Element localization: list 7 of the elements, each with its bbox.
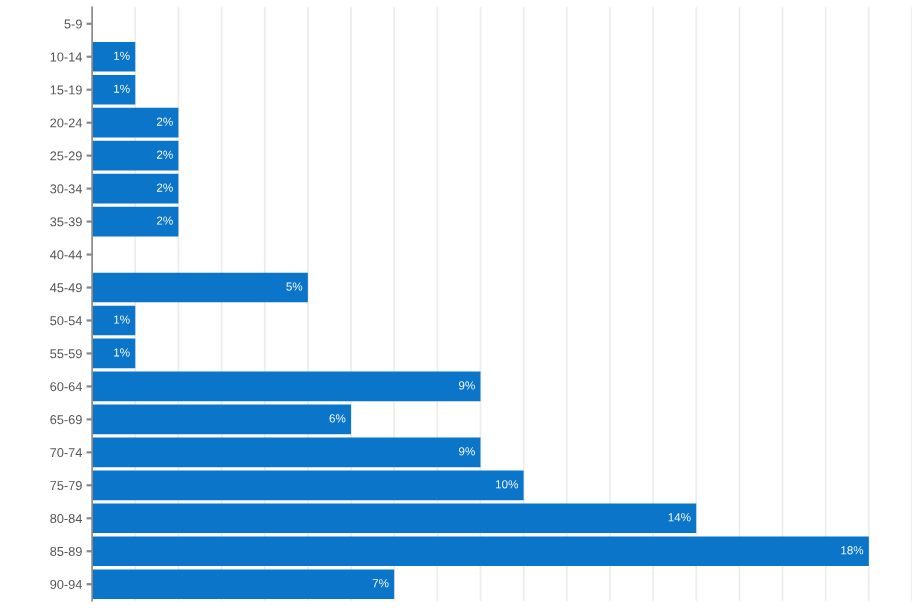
bar <box>92 305 136 336</box>
bar <box>92 173 179 204</box>
bar <box>92 206 179 237</box>
bar <box>92 272 308 303</box>
bar <box>92 404 352 435</box>
bar <box>92 371 481 402</box>
bar <box>92 338 136 369</box>
